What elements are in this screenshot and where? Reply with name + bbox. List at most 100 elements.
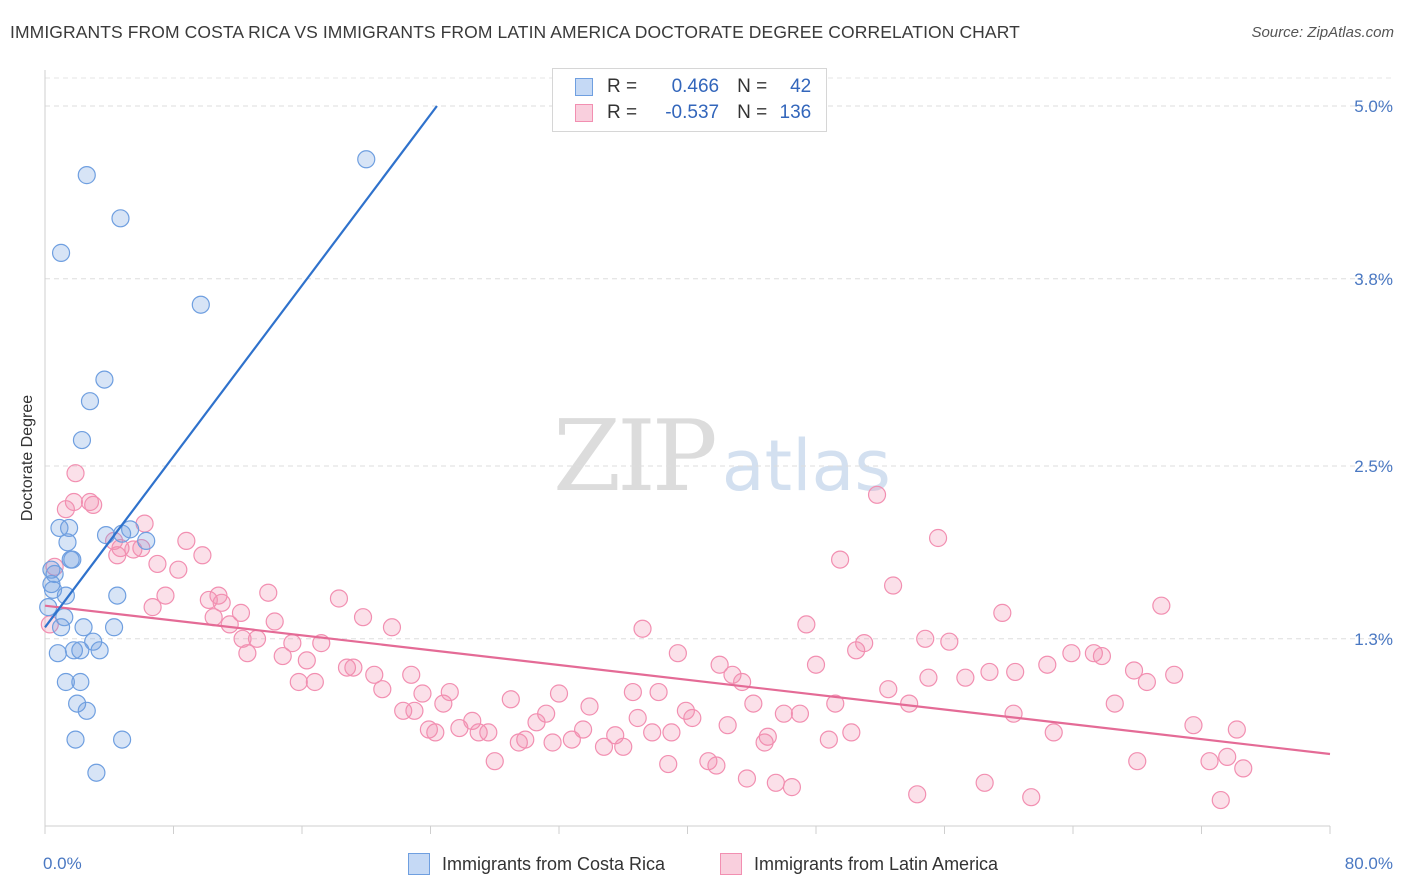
latin-america-point	[733, 672, 752, 692]
latin-america-point	[668, 644, 687, 663]
latin-america-point	[774, 704, 793, 723]
latin-america-point	[919, 668, 938, 687]
r-value: -0.537	[665, 102, 720, 123]
latin-america-point	[1137, 672, 1156, 692]
latin-america-point	[718, 716, 737, 735]
latin-america-point	[573, 720, 593, 739]
latin-america-point	[84, 495, 103, 514]
latin-america-point	[143, 598, 162, 617]
costa-rica-point	[74, 618, 93, 637]
chart-title: IMMIGRANTS FROM COSTA RICA VS IMMIGRANTS…	[10, 22, 1020, 42]
legend-swatch-latin-america	[575, 104, 593, 122]
costa-rica-point	[56, 586, 75, 605]
latin-america-point	[940, 632, 959, 651]
latin-america-point	[707, 756, 726, 775]
costa-rica-point	[59, 518, 79, 538]
latin-america-point	[806, 655, 826, 674]
latin-america-point	[790, 704, 810, 723]
n-label: N =	[737, 102, 768, 123]
costa-rica-point	[111, 209, 130, 228]
latin-america-point	[463, 711, 482, 730]
latin-america-point	[676, 701, 695, 720]
latin-america-point	[797, 615, 816, 634]
latin-america-point	[580, 697, 599, 716]
latin-america-point	[594, 737, 614, 756]
latin-america-trendline	[44, 604, 1331, 756]
legend-swatch-latin-america	[720, 853, 742, 875]
latin-america-point	[265, 612, 284, 631]
latin-america-point	[710, 655, 729, 674]
costa-rica-point	[50, 518, 69, 538]
y-axis-label: Doctorate Degree	[19, 394, 36, 522]
latin-america-point	[1165, 665, 1184, 684]
latin-america-point	[238, 644, 257, 663]
latin-america-point	[413, 684, 432, 703]
costa-rica-point	[80, 392, 100, 411]
latin-america-point	[623, 682, 642, 702]
latin-america-point	[614, 737, 633, 756]
latin-america-point	[353, 608, 373, 627]
costa-rica-point	[51, 243, 71, 262]
latin-america-point	[628, 708, 647, 728]
latin-america-point	[758, 727, 777, 746]
latin-america-point	[723, 665, 742, 684]
costa-rica-point	[90, 641, 109, 660]
latin-america-point	[177, 531, 196, 550]
costa-rica-point	[95, 370, 114, 389]
latin-america-point	[259, 583, 278, 602]
costa-rica-point	[71, 641, 90, 660]
costa-rica-point	[58, 533, 77, 552]
latin-america-point	[305, 672, 324, 692]
latin-america-point	[755, 733, 774, 752]
latin-america-point	[1200, 752, 1219, 771]
costa-rica-point	[77, 701, 96, 720]
latin-america-point	[1092, 646, 1112, 666]
latin-america-point	[916, 629, 935, 648]
latin-america-point	[405, 701, 424, 720]
latin-america-point	[1004, 704, 1023, 723]
latin-america-point	[156, 586, 175, 605]
latin-america-point	[643, 723, 662, 742]
latin-america-point	[434, 694, 453, 713]
latin-america-point	[337, 658, 357, 677]
latin-america-point	[1124, 661, 1144, 680]
r-value: 0.466	[671, 76, 720, 97]
latin-america-point	[212, 593, 231, 612]
latin-america-point	[402, 665, 421, 684]
latin-america-point	[231, 603, 251, 622]
latin-america-point	[549, 684, 569, 703]
watermark-zip: ZIP	[553, 400, 718, 514]
correlation-legend: R = 0.466 N = 42 R = -0.537 N = 136	[552, 68, 827, 132]
latin-america-point	[867, 485, 887, 504]
latin-america-point	[220, 615, 239, 634]
costa-rica-point	[121, 520, 140, 539]
costa-rica-point	[51, 618, 71, 637]
latin-america-point	[883, 576, 903, 595]
r-label: R =	[607, 76, 638, 97]
costa-rica-point	[357, 150, 376, 169]
costa-rica-point	[72, 430, 92, 450]
y-tick-label: 2.5%	[1354, 457, 1393, 476]
costa-rica-point	[68, 694, 87, 713]
latin-america-point	[980, 662, 999, 682]
costa-rica-point	[108, 586, 127, 605]
watermark: ZIP atlas	[553, 400, 891, 514]
legend-label-latin-america: Immigrants from Latin America	[754, 853, 999, 874]
costa-rica-point	[56, 672, 75, 692]
latin-america-point	[1128, 752, 1147, 771]
legend-item-latin-america: Immigrants from Latin America	[720, 850, 998, 878]
latin-america-point	[66, 464, 85, 483]
costa-rica-point	[87, 763, 106, 782]
latin-america-point	[879, 680, 898, 699]
latin-america-point	[247, 629, 267, 648]
latin-america-point	[283, 634, 302, 653]
latin-america-point	[819, 730, 838, 749]
latin-america-point	[855, 634, 874, 653]
latin-america-point	[993, 603, 1012, 622]
latin-america-point	[329, 589, 349, 608]
latin-america-point	[633, 619, 652, 638]
latin-america-point	[80, 492, 100, 512]
latin-america-point	[344, 658, 363, 677]
latin-america-point	[289, 672, 308, 692]
